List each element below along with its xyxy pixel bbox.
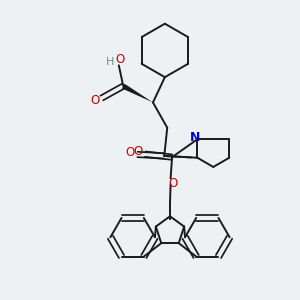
Text: O: O [91, 94, 100, 107]
Text: N: N [190, 131, 200, 144]
Text: H: H [106, 57, 115, 67]
Text: O: O [125, 146, 135, 159]
Text: O: O [116, 53, 125, 66]
Polygon shape [122, 84, 153, 102]
Text: O: O [168, 177, 177, 190]
Text: O: O [133, 145, 142, 158]
